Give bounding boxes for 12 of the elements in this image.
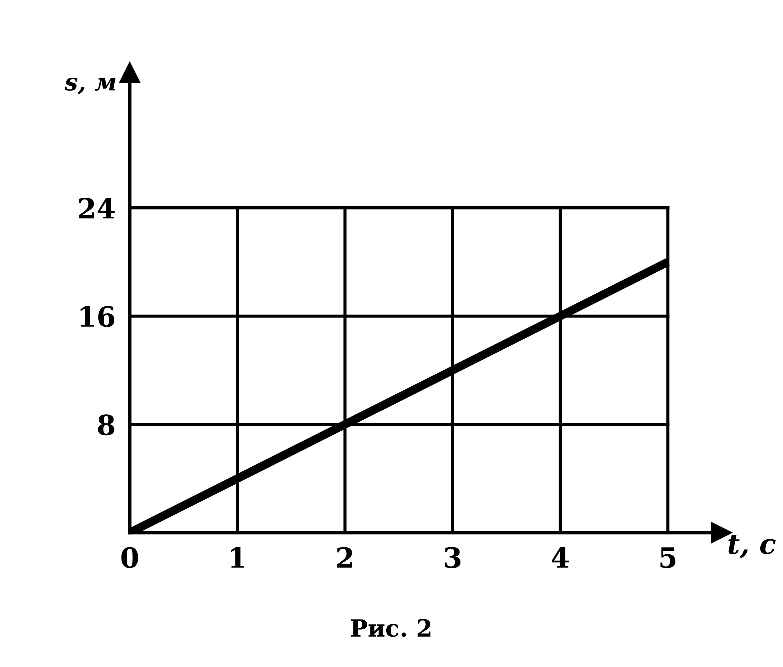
y-tick-label: 8 xyxy=(98,414,115,436)
y-axis-title: s, м xyxy=(64,78,116,95)
x-axis-title: t, с xyxy=(728,535,776,559)
x-tick-label: 3 xyxy=(445,547,461,568)
text: Рис. 2 xyxy=(351,619,431,638)
y-tick-label: 16 xyxy=(80,306,115,328)
x-tick-label: 1 xyxy=(231,547,245,568)
x-tick-label: 4 xyxy=(552,547,570,568)
x-tick-label: 0 xyxy=(122,547,138,568)
x-tick-label: 2 xyxy=(337,547,352,568)
x-tick-label: 5 xyxy=(660,548,676,568)
y-tick-label: 24 xyxy=(79,198,115,219)
